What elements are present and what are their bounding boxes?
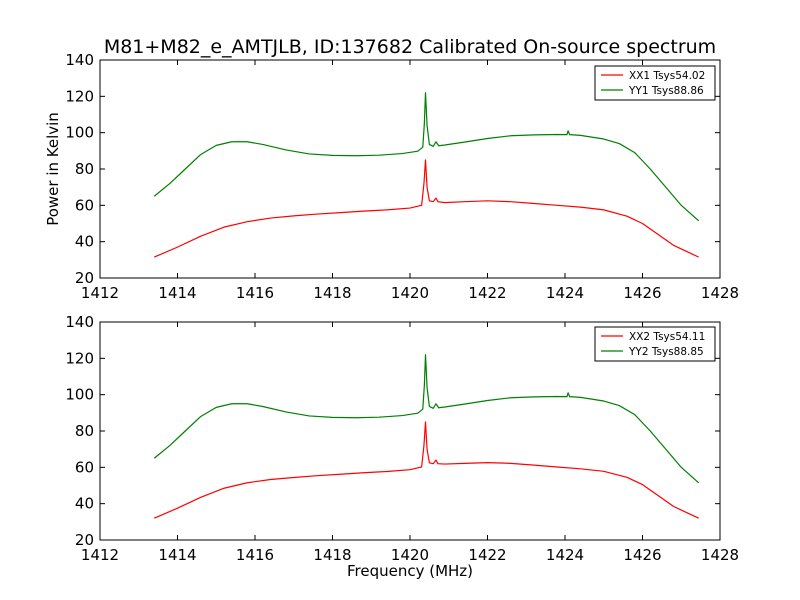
- x-tick-label: 1426: [623, 284, 661, 302]
- legend-label-2: YY2 Tsys88.85: [628, 346, 704, 358]
- y-tick-label: 40: [75, 233, 94, 251]
- x-tick-label: 1426: [623, 546, 661, 564]
- y-tick-label: 120: [65, 87, 94, 105]
- legend-box: [594, 65, 716, 101]
- legend: XX2 Tsys54.11 YY2 Tsys88.85: [594, 326, 716, 362]
- y-axis-label: Power in Kelvin: [44, 112, 62, 226]
- series-line-1-1: [154, 159, 699, 258]
- y-tick-label: 140: [65, 51, 94, 69]
- series-lines: [153, 354, 700, 519]
- chart-panel-2: 1412 1414 1416 1418 1420 1422 1424 1426 1428 20 40…: [65, 313, 739, 580]
- y-tick-label: 60: [75, 458, 94, 476]
- x-tick-label: 1422: [468, 284, 506, 302]
- x-tick-label: 1414: [158, 284, 196, 302]
- x-tick-label: 1414: [158, 546, 196, 564]
- y-tick-label: 80: [75, 422, 94, 440]
- chart-panel-1: 1412 1414 1416 1418 1420 1422 1424 1426 1428 20 40…: [44, 51, 739, 302]
- y-tick-label: 60: [75, 196, 94, 214]
- figure-title: M81+M82_e_AMTJLB, ID:137682 Calibrated O…: [104, 36, 716, 58]
- x-axis-label: Frequency (MHz): [347, 562, 473, 580]
- panels-container: 1412 1414 1416 1418 1420 1422 1424 1426 1428 20 40…: [44, 51, 739, 580]
- y-tick-label: 120: [65, 349, 94, 367]
- y-tick-label: 140: [65, 313, 94, 331]
- series-line-2-2: [153, 354, 700, 484]
- x-tick-label: 1416: [236, 546, 274, 564]
- x-tick-label: 1412: [81, 546, 119, 564]
- x-tick-label: 1422: [468, 546, 506, 564]
- x-tick-label: 1418: [313, 546, 351, 564]
- y-tick-label: 100: [65, 386, 94, 404]
- x-tick-label: 1416: [236, 284, 274, 302]
- legend-box: [594, 326, 716, 362]
- series-lines: [153, 92, 700, 258]
- y-tick-label: 100: [65, 124, 94, 142]
- legend-label-1: XX2 Tsys54.11: [629, 331, 705, 343]
- legend-label-2: YY1 Tsys88.86: [628, 85, 704, 97]
- x-tick-label: 1424: [546, 284, 584, 302]
- y-tick-label: 20: [75, 269, 94, 287]
- x-tick-label: 1412: [81, 284, 119, 302]
- legend-label-1: XX1 Tsys54.02: [629, 70, 705, 82]
- x-tick-label: 1420: [391, 546, 429, 564]
- x-tick-label: 1428: [701, 284, 739, 302]
- x-tick-label: 1418: [313, 284, 351, 302]
- x-tick-label: 1420: [391, 284, 429, 302]
- series-line-2-1: [154, 421, 699, 519]
- legend: XX1 Tsys54.02 YY1 Tsys88.86: [594, 65, 716, 101]
- y-tick-label: 80: [75, 160, 94, 178]
- y-tick-label: 40: [75, 495, 94, 513]
- series-line-1-2: [153, 92, 700, 222]
- x-tick-label: 1424: [546, 546, 584, 564]
- y-tick-label: 20: [75, 531, 94, 549]
- x-tick-label: 1428: [701, 546, 739, 564]
